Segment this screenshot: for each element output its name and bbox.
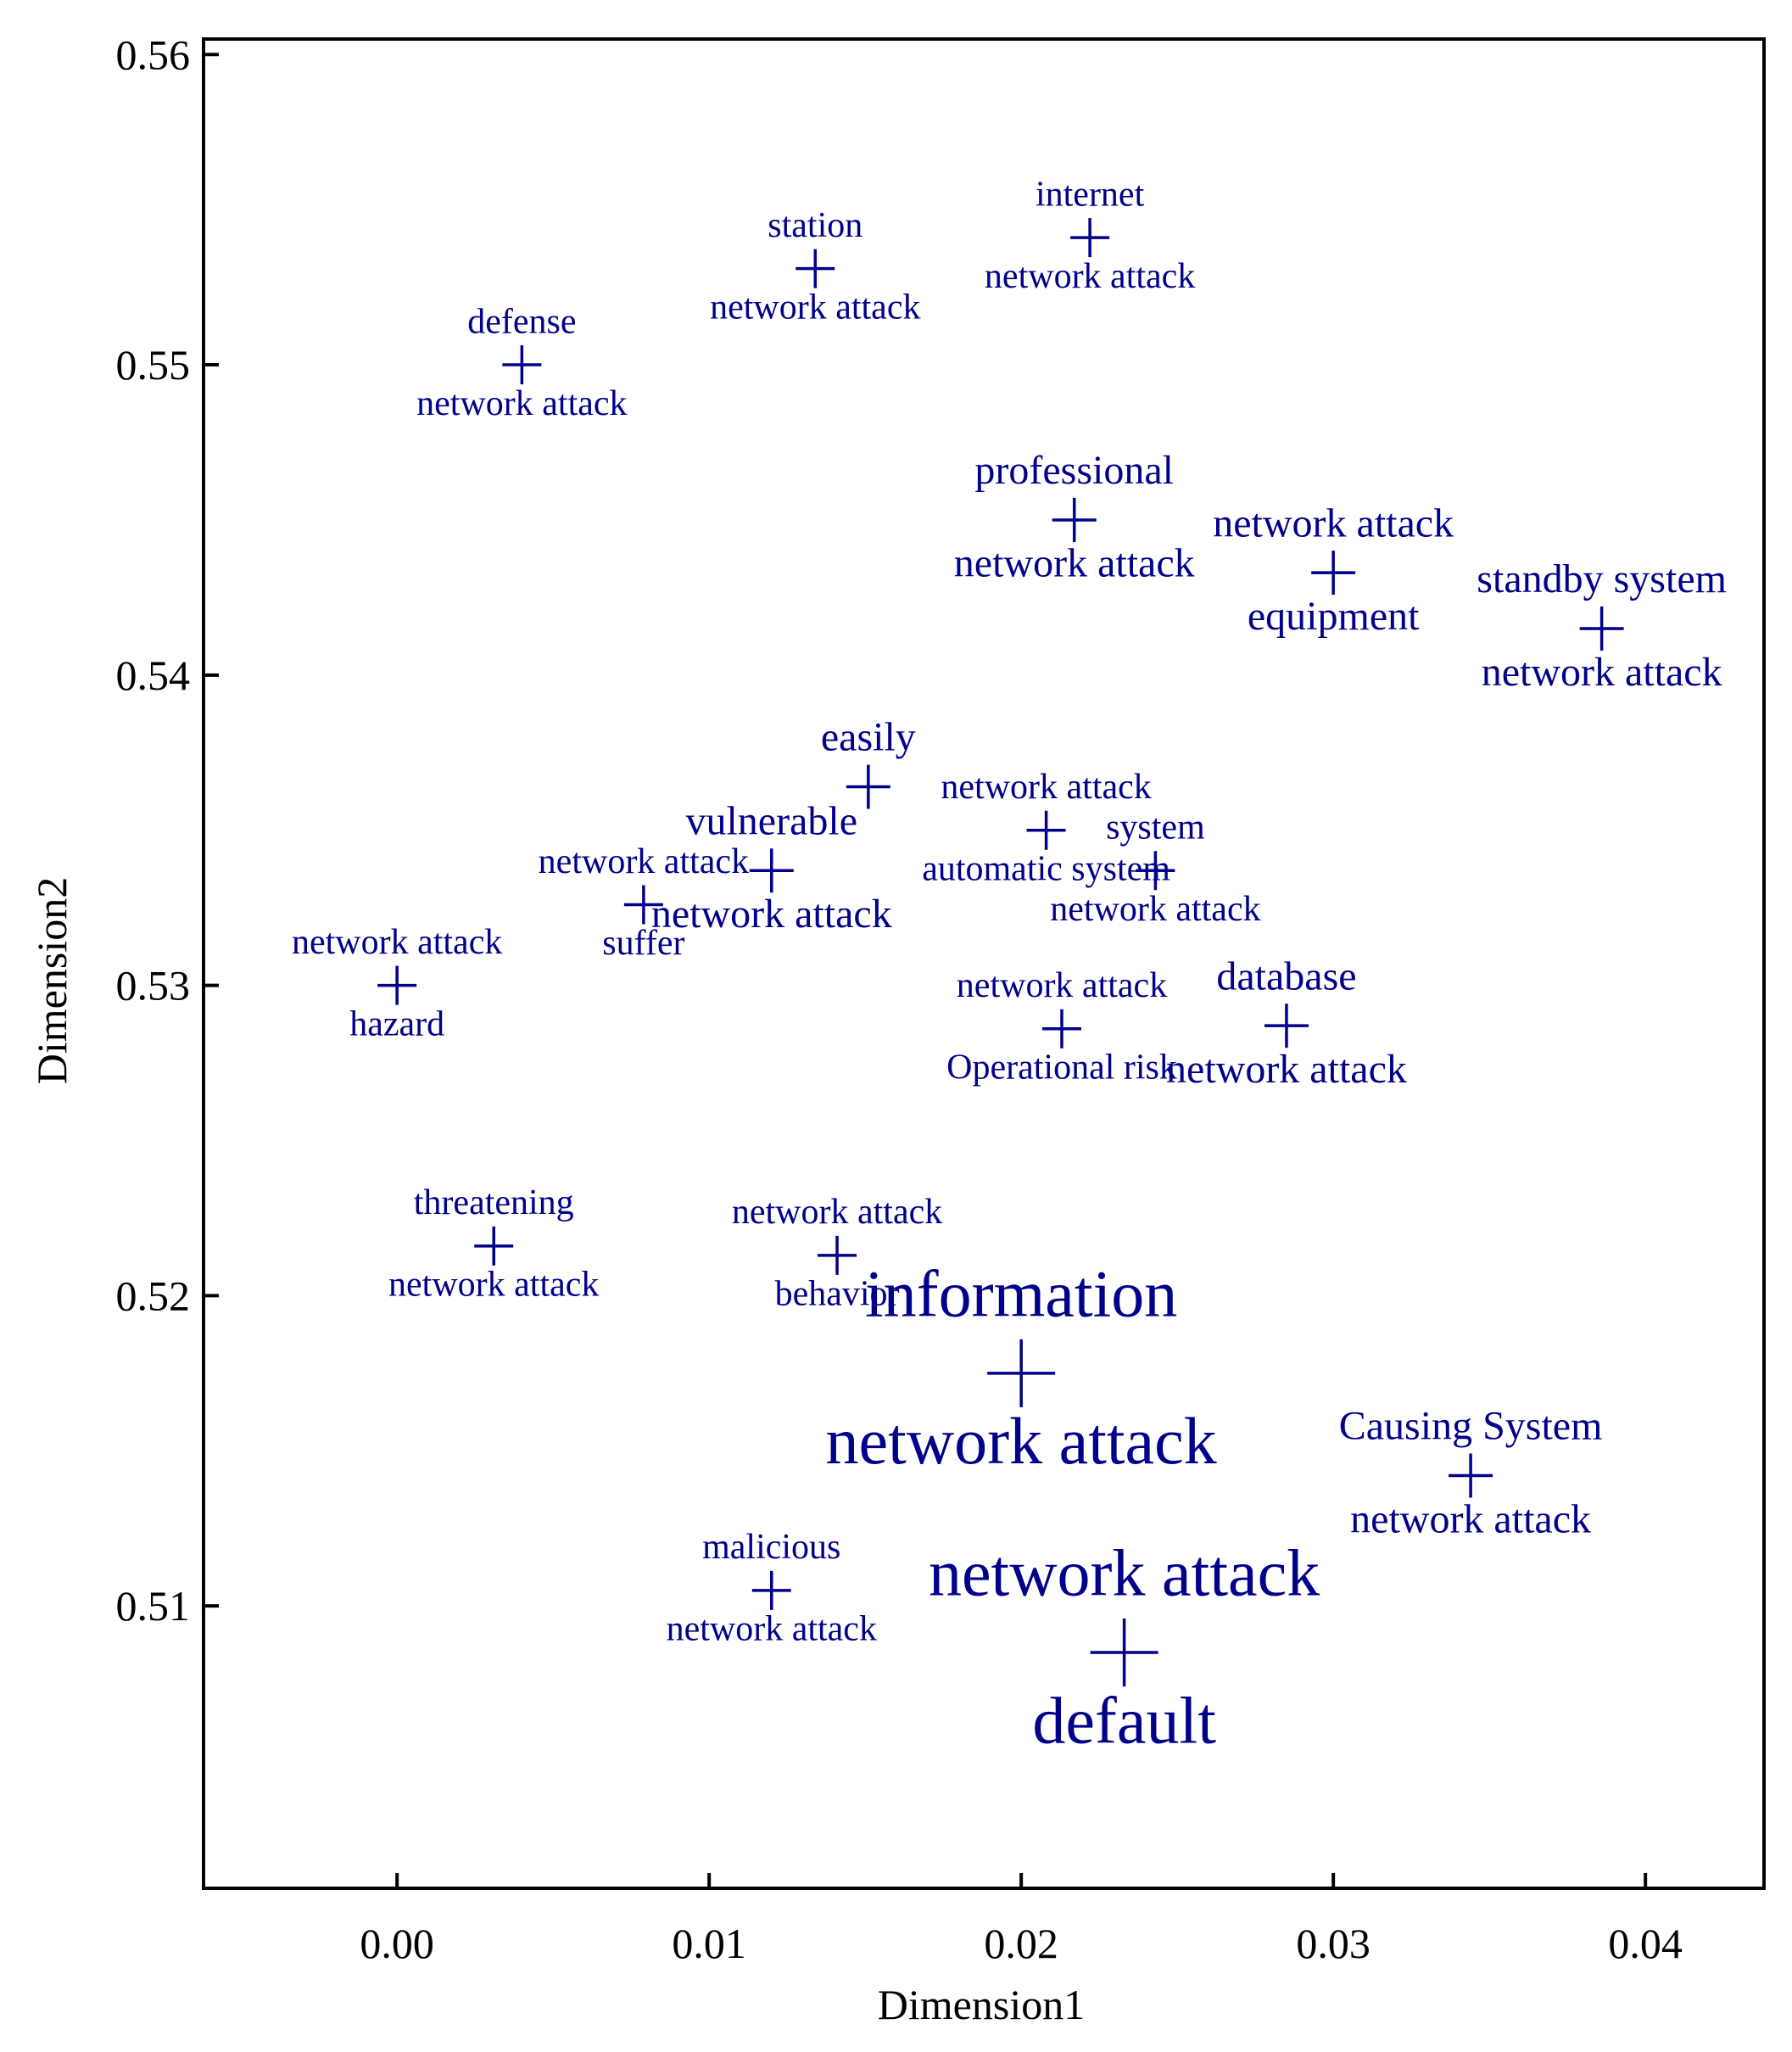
- plot-frame: [202, 37, 1766, 1890]
- y-tick-label: 0.56: [116, 31, 191, 78]
- data-point: network attack default: [929, 1536, 1320, 1758]
- point-label-above: network attack: [929, 1536, 1320, 1610]
- y-tick-label: 0.51: [116, 1582, 191, 1630]
- x-tick-label: 0.04: [1608, 1920, 1683, 1967]
- data-point: easily: [821, 715, 916, 809]
- point-label-above: defense: [467, 302, 576, 341]
- point-label-below: network attack: [1350, 1496, 1591, 1541]
- point-label-below: behavior: [775, 1275, 900, 1314]
- point-label-below: network attack: [826, 1404, 1217, 1478]
- data-point: network attack hazard: [292, 923, 502, 1043]
- x-axis: 0.00 0.01 0.02 0.03 0.04: [360, 1873, 1683, 1967]
- point-label-above: vulnerable: [685, 798, 857, 843]
- data-point: standby system network attack: [1477, 556, 1727, 695]
- point-label-above: network attack: [1213, 500, 1454, 545]
- point-label-above: network attack: [732, 1193, 942, 1232]
- point-label-above: network attack: [292, 923, 502, 962]
- point-label-above: easily: [821, 715, 916, 760]
- point-label-above: information: [865, 1257, 1177, 1331]
- data-point: network attack suffer: [539, 842, 749, 963]
- point-label-above: system: [1106, 808, 1205, 847]
- data-point: network attack equipment: [1213, 500, 1454, 639]
- point-label-above: professional: [974, 448, 1174, 493]
- point-label-below: network attack: [1050, 890, 1260, 929]
- data-point: network attack behavior: [732, 1193, 942, 1313]
- point-label-below: Operational risk: [946, 1048, 1177, 1088]
- y-axis-title: Dimension2: [28, 877, 75, 1084]
- y-tick-label: 0.55: [116, 341, 191, 389]
- point-label-below: automatic system: [922, 849, 1170, 888]
- point-label-below: network attack: [1482, 650, 1722, 695]
- data-points: internet network attack station network att…: [292, 175, 1727, 1757]
- point-label-above: network attack: [539, 842, 749, 881]
- point-label-below: suffer: [602, 924, 684, 963]
- point-label-above: threatening: [414, 1183, 574, 1222]
- data-point: professional network attack: [954, 448, 1195, 586]
- point-label-above: network attack: [941, 768, 1151, 807]
- point-label-above: internet: [1036, 175, 1145, 214]
- point-label-above: Causing System: [1339, 1404, 1603, 1449]
- data-point: threatening network attack: [388, 1183, 599, 1304]
- data-point: database network attack: [1166, 953, 1407, 1092]
- data-point: malicious network attack: [667, 1528, 877, 1648]
- point-label-above: station: [768, 206, 863, 245]
- data-point: defense network attack: [416, 302, 627, 422]
- point-label-below: hazard: [349, 1004, 444, 1043]
- point-label-above: malicious: [702, 1528, 840, 1567]
- data-point: vulnerable network attack: [651, 798, 892, 937]
- point-label-below: network attack: [710, 288, 920, 327]
- data-point: network attack Operational risk: [946, 966, 1177, 1087]
- y-tick-label: 0.53: [116, 962, 191, 1009]
- data-point: Causing System network attack: [1339, 1404, 1603, 1542]
- point-label-below: equipment: [1248, 594, 1420, 639]
- y-tick-label: 0.54: [116, 651, 191, 699]
- x-axis-title: Dimension1: [878, 1981, 1085, 2028]
- point-label-below: network attack: [416, 384, 627, 423]
- point-label-above: standby system: [1477, 556, 1727, 601]
- x-tick-label: 0.00: [360, 1920, 434, 1967]
- point-label-below: network attack: [651, 892, 892, 937]
- point-label-below: network attack: [1166, 1047, 1407, 1092]
- x-tick-label: 0.01: [672, 1920, 746, 1967]
- point-label-below: default: [1032, 1683, 1216, 1757]
- data-point: internet network attack: [985, 175, 1195, 295]
- y-axis: 0.51 0.52 0.53 0.54 0.55 0.56: [116, 31, 219, 1630]
- point-label-above: database: [1216, 953, 1356, 998]
- x-tick-label: 0.02: [984, 1920, 1058, 1967]
- point-label-below: network attack: [388, 1266, 599, 1305]
- point-label-above: network attack: [957, 966, 1167, 1005]
- point-label-below: network attack: [954, 541, 1195, 586]
- data-point: system network attack: [1050, 808, 1260, 929]
- data-point: station network attack: [710, 206, 920, 327]
- data-point: information network attack: [826, 1257, 1217, 1479]
- y-tick-label: 0.52: [116, 1272, 191, 1319]
- point-label-below: network attack: [667, 1610, 877, 1649]
- x-tick-label: 0.03: [1296, 1920, 1371, 1967]
- data-point: network attack automatic system: [922, 768, 1170, 888]
- point-label-below: network attack: [985, 257, 1195, 296]
